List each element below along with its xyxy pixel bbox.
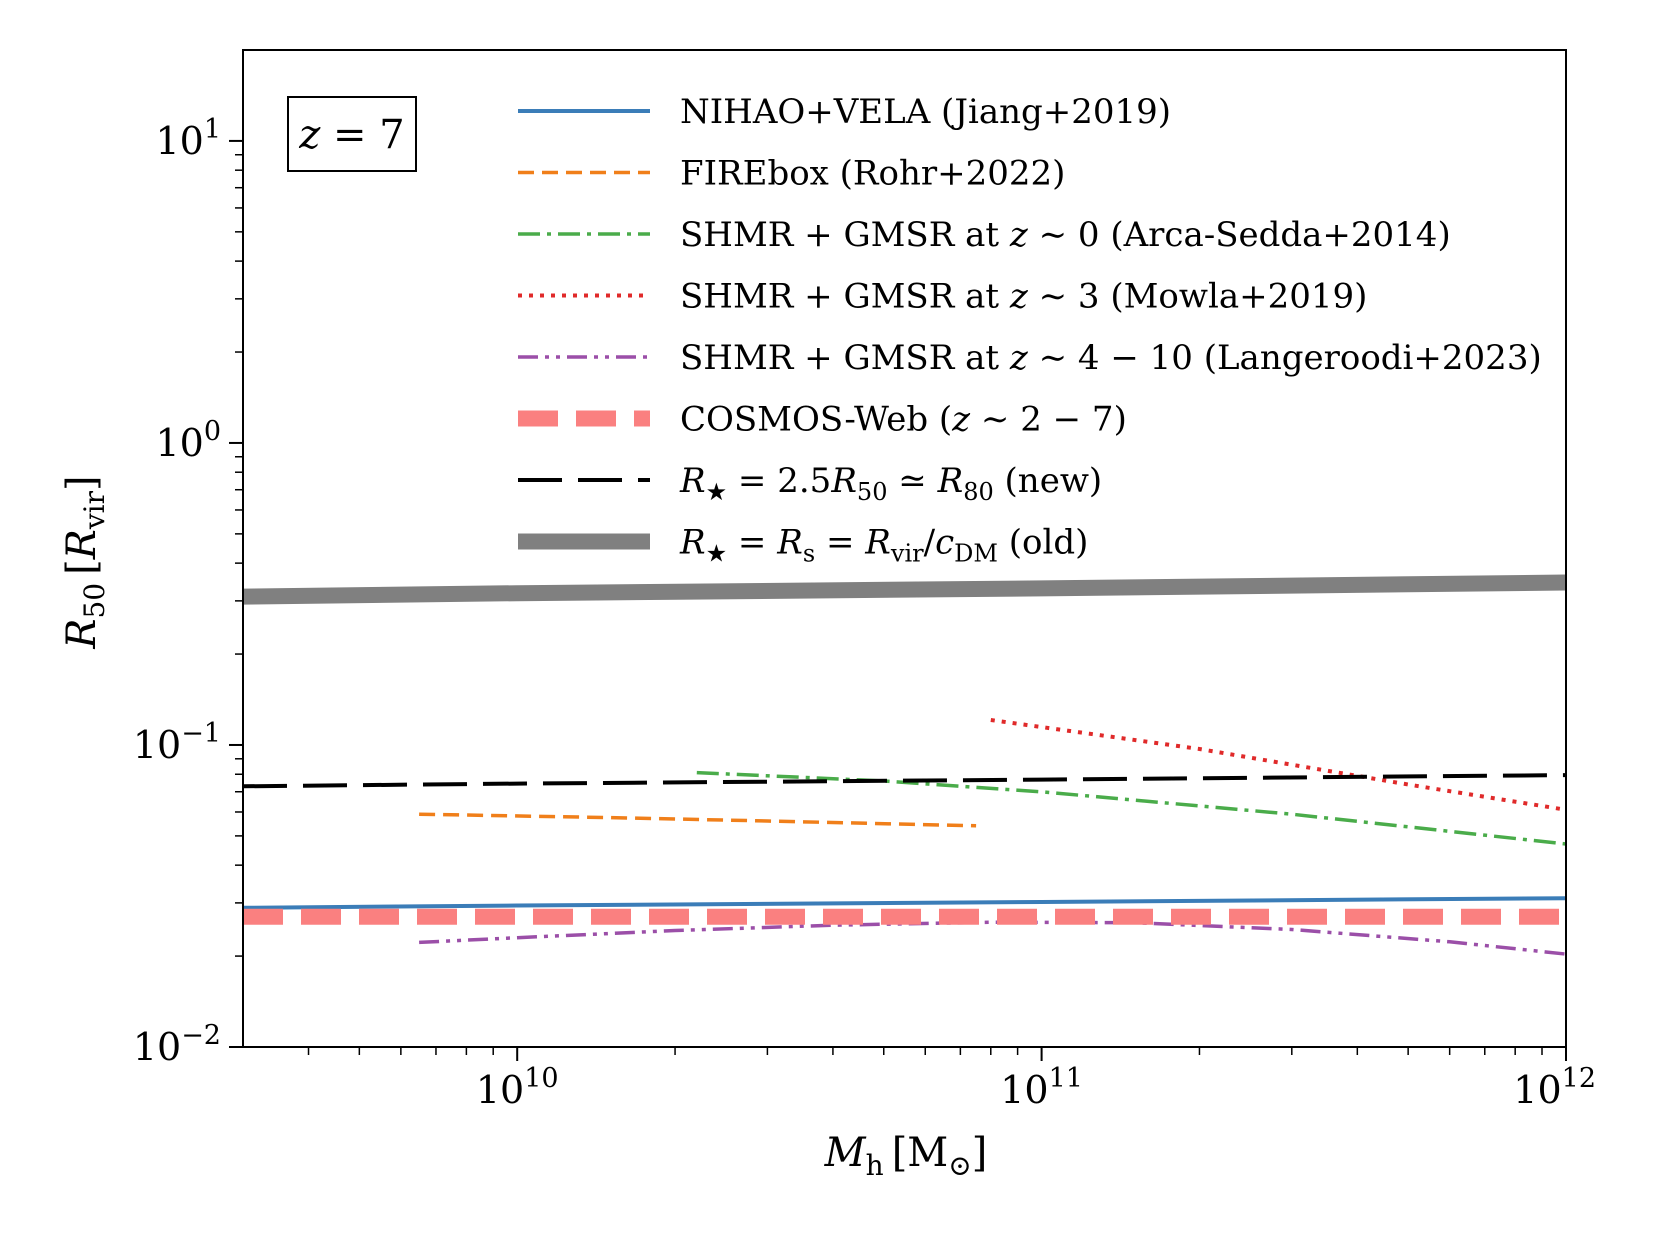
y-tick-label: 10−2 [133, 1020, 221, 1069]
legend-label: SHMR + GMSR at z ∼ 0 (Arca-Sedda+2014) [680, 215, 1451, 255]
legend-item-new: R★ = 2.5R50 ≃ R80 (new) [518, 461, 1102, 506]
x-axis-title: Mh [M⊙] [824, 1130, 988, 1182]
svg-text:z = 7: z = 7 [298, 112, 404, 158]
legend-item-langeroodi: SHMR + GMSR at z ∼ 4 − 10 (Langeroodi+20… [518, 338, 1542, 378]
series-line-firebox [419, 812, 977, 828]
series-layer [242, 574, 1567, 956]
legend-item-old: R★ = Rs = Rvir/cDM (old) [518, 523, 1088, 568]
legend-label: SHMR + GMSR at z ∼ 3 (Mowla+2019) [680, 277, 1367, 317]
series-line-arca [696, 770, 1567, 846]
x-tick-label: 1010 [476, 1063, 559, 1112]
y-axis-title: R50[Rvir] [59, 475, 111, 649]
legend-label: R★ = Rs = Rvir/cDM (old) [679, 523, 1088, 568]
legend-label: SHMR + GMSR at z ∼ 4 − 10 (Langeroodi+20… [680, 338, 1542, 378]
y-tick-label: 101 [155, 114, 221, 163]
y-tick-label: 100 [155, 416, 221, 465]
ticks-layer: 1010 1011 1012 10−2 10−1 100 101 [133, 114, 1596, 1112]
x-tick-label: 1011 [1000, 1063, 1083, 1112]
legend-label: FIREbox (Rohr+2022) [680, 154, 1065, 194]
series-line-new [242, 773, 1567, 789]
x-tick-label: 1012 [1513, 1063, 1596, 1112]
legend-item-firebox: FIREbox (Rohr+2022) [518, 154, 1065, 194]
legend-item-arca: SHMR + GMSR at z ∼ 0 (Arca-Sedda+2014) [518, 215, 1451, 255]
legend: NIHAO+VELA (Jiang+2019) FIREbox (Rohr+202… [518, 92, 1542, 568]
series-line-nihao [242, 896, 1567, 910]
series-line-langeroodi [419, 920, 1567, 956]
legend-item-nihao: NIHAO+VELA (Jiang+2019) [518, 92, 1171, 132]
legend-label: R★ = 2.5R50 ≃ R80 (new) [679, 461, 1102, 506]
y-tick-label: 10−1 [133, 718, 221, 767]
redshift-annotation: z = 7 [287, 96, 417, 172]
legend-item-cosmos: COSMOS-Web (z ∼ 2 − 7) [518, 400, 1127, 440]
legend-label: COSMOS-Web (z ∼ 2 − 7) [680, 400, 1127, 440]
series-line-old [242, 574, 1567, 605]
plot-frame [242, 49, 1567, 1048]
legend-item-mowla: SHMR + GMSR at z ∼ 3 (Mowla+2019) [518, 277, 1367, 317]
legend-label: NIHAO+VELA (Jiang+2019) [680, 92, 1171, 132]
